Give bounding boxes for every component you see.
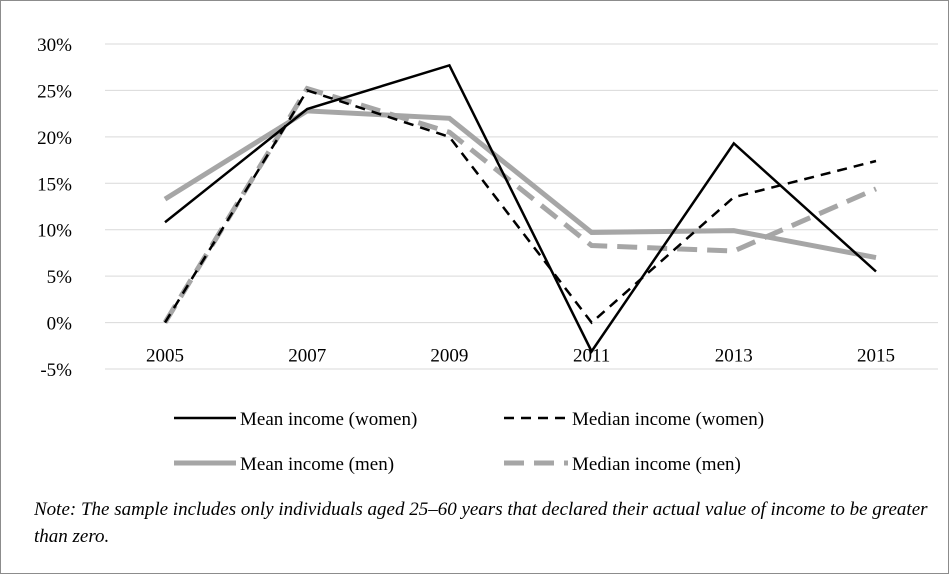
legend-label: Mean income (men) [240,454,394,475]
legend: Mean income (women) Median income (women)… [174,409,764,475]
legend-label: Median income (men) [572,454,741,475]
x-axis-tick-labels: 2005 2007 2009 2011 2013 2015 [146,346,895,367]
chart-note: Note: The sample includes only individua… [34,499,928,547]
legend-label: Median income (women) [572,409,764,430]
series-line-1 [163,88,877,325]
y-tick-label: 0% [47,314,73,335]
y-tick-label: 5% [47,267,73,288]
x-tick-label: 2015 [857,346,895,367]
x-tick-label: 2009 [430,346,468,367]
x-tick-label: 2007 [288,346,326,367]
y-tick-label: -5% [40,360,72,381]
y-tick-label: 30% [37,35,72,56]
y-tick-label: 15% [37,174,72,195]
y-tick-label: 10% [37,221,72,242]
x-tick-label: 2013 [715,346,753,367]
x-tick-label: 2011 [573,346,610,367]
legend-label: Mean income (women) [240,409,417,430]
y-axis-tick-labels: -5% 0% 5% 10% 15% 20% 25% 30% [37,35,72,381]
y-tick-label: 20% [37,128,72,149]
x-tick-label: 2005 [146,346,184,367]
gridlines [105,43,938,370]
y-tick-label: 25% [37,81,72,102]
series-lines [162,63,878,354]
series-line-0 [164,63,877,354]
